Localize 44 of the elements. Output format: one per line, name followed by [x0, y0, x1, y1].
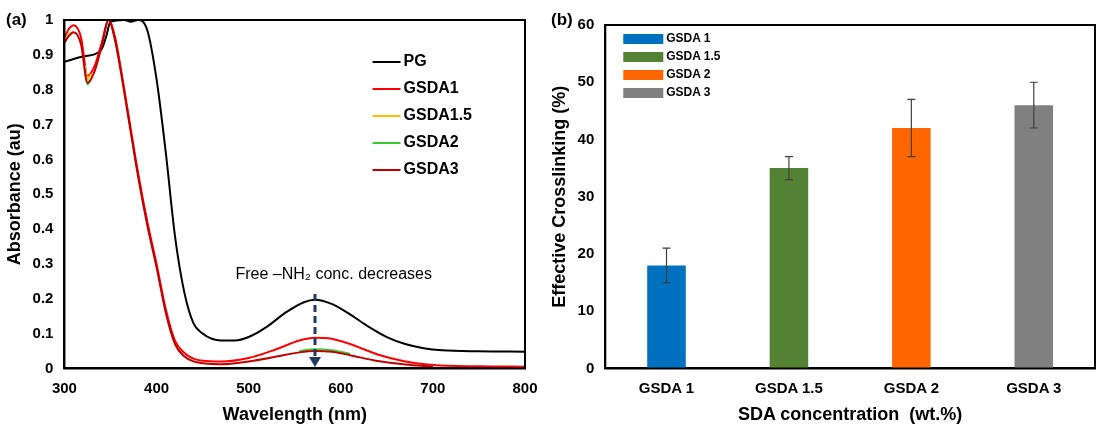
y-axis-title: Effective Crosslinking (%)	[548, 85, 569, 308]
annotation: Free –NH₂ conc. decreases	[235, 264, 432, 282]
x-tick-label: GSDA 1	[638, 378, 695, 396]
x-tick-label: GSDA 3	[1006, 378, 1062, 396]
legend-label: GSDA 3	[666, 85, 711, 100]
x-tick-label: 300	[51, 378, 77, 396]
legend-label: GSDA1	[403, 79, 459, 97]
legend-label: GSDA3	[403, 160, 459, 178]
y-tick-label: 40	[577, 129, 595, 147]
x-tick-label: GSDA 1.5	[755, 378, 823, 396]
y-tick-label: 30	[577, 186, 595, 204]
y-tick-label: 60	[577, 15, 595, 33]
y-tick-label: 50	[577, 72, 595, 90]
x-tick-label: 400	[144, 378, 170, 396]
x-tick-label: 600	[328, 378, 354, 396]
y-tick-label: 0.1	[32, 323, 54, 341]
legend-label: GSDA2	[403, 133, 459, 151]
x-tick-label: 500	[236, 378, 262, 396]
y-tick-label: 0.7	[32, 114, 54, 132]
x-tick-label: GSDA 2	[883, 378, 940, 396]
y-tick-label: 0.8	[32, 79, 54, 97]
text: (b)	[551, 10, 573, 30]
y-tick-label: 10	[577, 301, 595, 319]
y-tick-label: 0.2	[32, 288, 54, 306]
y-tick-label: 1	[45, 10, 54, 28]
legend-label: PG	[403, 52, 427, 70]
x-tick-label: 700	[420, 378, 446, 396]
y-tick-label: 0	[45, 358, 54, 376]
y-tick-label: 20	[577, 244, 595, 262]
y-tick-label: 0.6	[32, 149, 54, 167]
legend-label: GSDA 1.5	[666, 49, 721, 64]
legend-label: GSDA 1	[666, 31, 711, 46]
y-axis-title: Absorbance (au)	[3, 123, 24, 266]
x-tick-label: 800	[512, 378, 538, 396]
x-axis-title: SDA concentration (wt.%)	[737, 404, 963, 425]
y-tick-label: 0.3	[32, 254, 54, 272]
y-tick-label: 0	[585, 358, 595, 376]
y-tick-label: 0.5	[32, 184, 54, 202]
legend-label: GSDA 2	[666, 67, 711, 82]
x-axis-title: Wavelength (nm)	[222, 404, 367, 425]
text: (a)	[6, 10, 27, 30]
y-tick-label: 0.9	[32, 44, 54, 62]
y-tick-label: 0.4	[32, 219, 55, 237]
legend-label: GSDA1.5	[403, 106, 473, 124]
